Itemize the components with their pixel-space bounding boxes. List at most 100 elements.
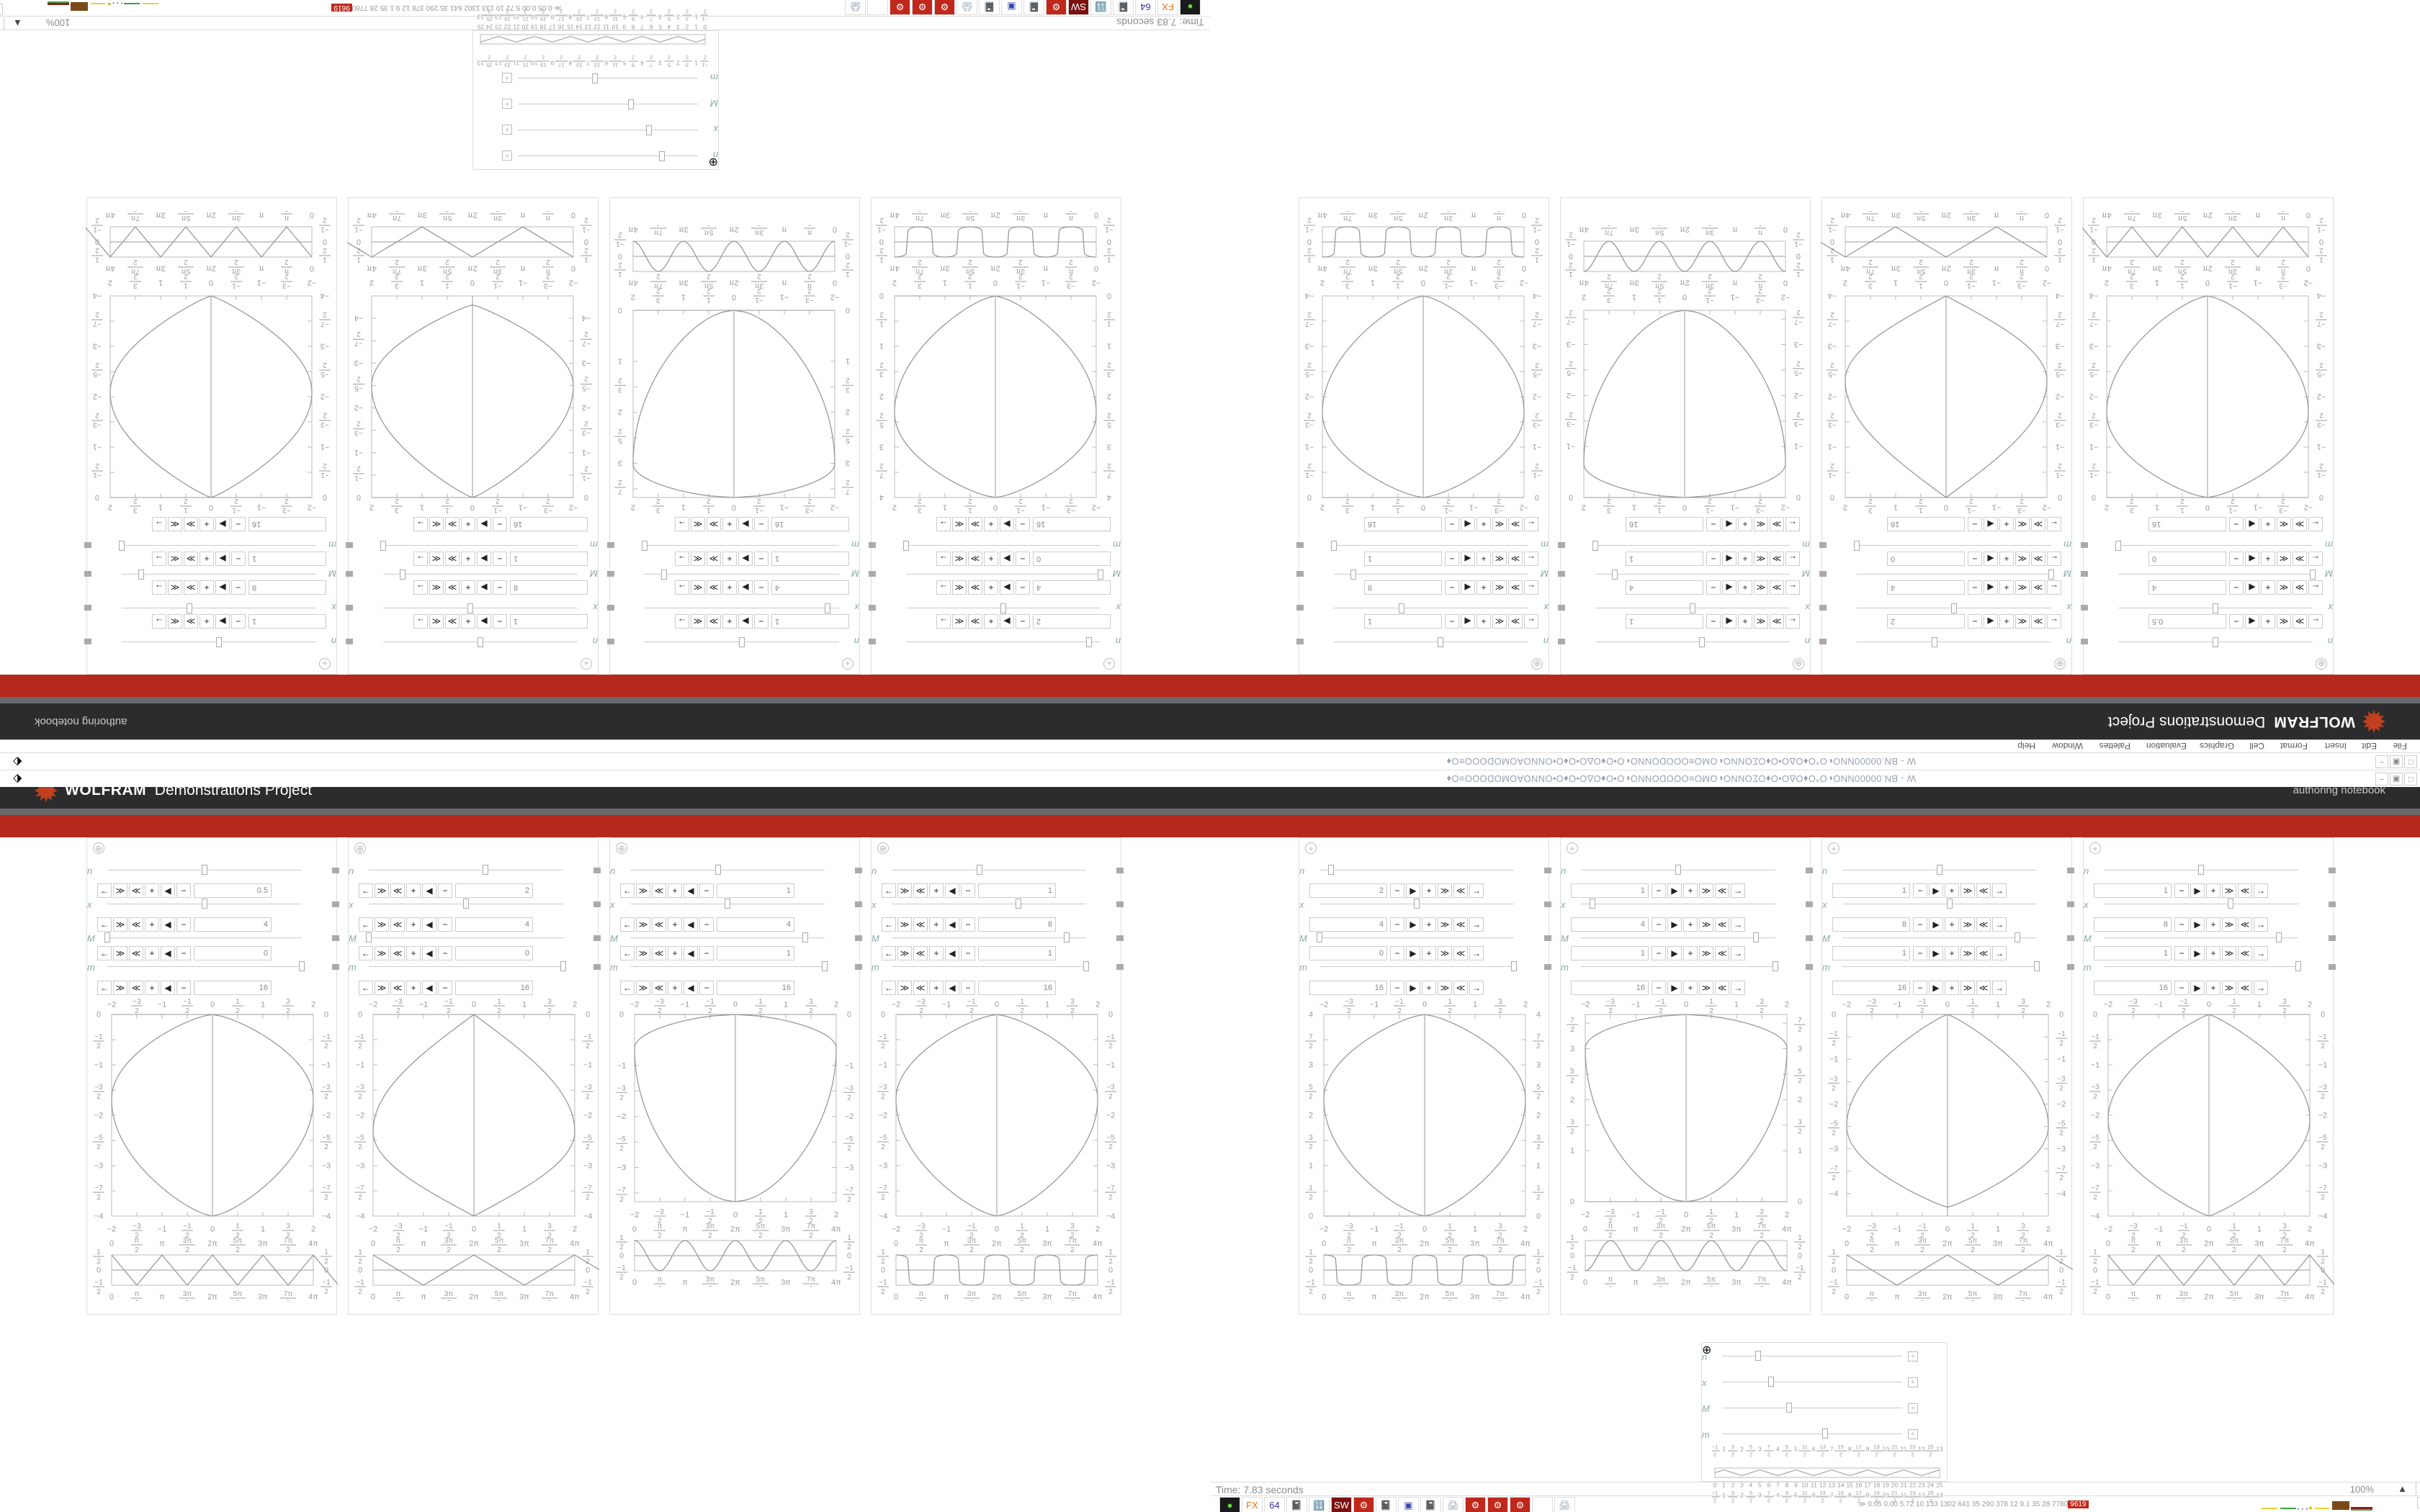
svg-text:−3: −3 [1494,282,1503,289]
svg-text:−3: −3 [2317,341,2326,350]
svg-text:5π: 5π [443,214,452,222]
svg-text:π: π [1471,264,1476,272]
svg-text:1: 1 [1536,1184,1541,1192]
svg-text:1: 1 [357,256,361,264]
svg-text:2: 2 [809,1007,813,1015]
svg-text:1: 1 [497,1223,501,1230]
svg-text:2: 2 [2319,310,2323,318]
svg-text:3π: 3π [1042,1293,1052,1302]
svg-text:0: 0 [1522,211,1526,220]
svg-text:π: π [284,267,289,275]
svg-text:2: 2 [185,1300,189,1301]
svg-text:−3: −3 [582,429,591,437]
svg-text:−1: −1 [967,998,976,1006]
svg-text:3: 3 [1607,506,1611,514]
svg-text:7: 7 [1309,1033,1313,1041]
svg-text:2: 2 [1569,359,1573,367]
svg-text:8: 8 [568,59,572,66]
svg-text:2: 2 [846,261,850,269]
svg-text:2: 2 [2059,1084,2063,1092]
svg-text:−1: −1 [356,1033,364,1041]
svg-text:2: 2 [447,1246,451,1254]
svg-text:3: 3 [2130,282,2134,289]
svg-text:3π: 3π [967,1290,977,1298]
svg-text:4: 4 [1309,1011,1313,1020]
svg-text:19: 19 [1873,1444,1879,1450]
svg-text:1: 1 [2257,1225,2262,1234]
svg-text:7π: 7π [131,267,140,275]
svg-text:5π: 5π [966,214,975,222]
svg-text:2π: 2π [1420,1240,1430,1248]
svg-text:−1: −1 [1992,503,2002,511]
svg-text:3π: 3π [2152,264,2162,272]
svg-text:10: 10 [1882,1446,1889,1453]
svg-text:0: 0 [993,503,998,511]
svg-text:2: 2 [1796,308,1801,316]
svg-text:2: 2 [1785,1452,1788,1458]
svg-text:3: 3 [809,998,813,1006]
svg-text:2: 2 [2282,1300,2287,1301]
svg-text:π: π [545,214,550,222]
svg-text:5π: 5π [704,228,714,236]
svg-text:−1: −1 [1893,1225,1902,1234]
svg-text:2: 2 [586,1093,590,1101]
svg-text:15: 15 [576,62,582,68]
svg-text:2: 2 [1785,1001,1789,1009]
svg-text:2: 2 [1397,1246,1402,1254]
svg-text:2: 2 [1108,1043,1113,1050]
svg-text:3π: 3π [1629,225,1639,234]
svg-text:2: 2 [578,55,581,61]
svg-text:2: 2 [2180,497,2184,505]
svg-text:2: 2 [496,497,500,505]
svg-text:2: 2 [1536,1093,1541,1101]
svg-text:5π: 5π [2230,1290,2239,1298]
svg-text:2: 2 [1309,1194,1313,1202]
svg-text:−1: −1 [1469,503,1479,511]
svg-text:2: 2 [1569,261,1573,269]
svg-text:2: 2 [758,1232,763,1240]
svg-text:2π: 2π [730,1279,740,1287]
svg-text:−2: −2 [1842,1001,1852,1009]
svg-text:−1: −1 [1657,998,1665,1006]
svg-text:−3: −3 [354,359,364,367]
svg-text:2: 2 [1498,1300,1502,1301]
svg-text:2: 2 [2020,258,2024,266]
svg-text:0: 0 [586,1011,590,1020]
svg-text:2: 2 [631,292,635,301]
svg-text:19: 19 [540,62,546,68]
svg-text:0: 0 [210,1001,215,1009]
svg-text:2: 2 [324,1043,328,1050]
svg-text:−1: −1 [780,503,789,511]
svg-text:3π: 3π [232,267,241,275]
svg-text:0: 0 [619,1011,624,1020]
svg-text:−2: −2 [879,1112,888,1120]
svg-text:2: 2 [1868,258,1873,266]
svg-text:−1: −1 [845,1264,853,1272]
svg-text:2: 2 [497,1007,501,1015]
svg-text:−2: −2 [1828,392,1837,400]
svg-text:−1: −1 [1567,442,1576,451]
svg-text:2: 2 [1919,258,1923,266]
svg-text:2: 2 [846,230,850,238]
svg-text:3π: 3π [183,1237,192,1245]
svg-text:0: 0 [1322,1240,1326,1248]
svg-text:1: 1 [1535,256,1539,264]
svg-text:−1: −1 [1041,278,1051,287]
svg-text:−1: −1 [1534,1279,1543,1287]
svg-text:π: π [396,1237,401,1245]
svg-text:2: 2 [2059,1040,2063,1048]
svg-text:1: 1 [184,282,188,289]
svg-text:−1: −1 [1105,225,1113,233]
svg-text:−1: −1 [419,1225,429,1234]
svg-text:2: 2 [1969,258,1973,266]
svg-text:2: 2 [1785,1211,1789,1220]
svg-text:π: π [1608,1223,1613,1230]
svg-text:2: 2 [324,1194,328,1202]
svg-text:5π: 5π [1917,214,1926,222]
svg-text:2: 2 [847,1196,851,1204]
svg-text:π: π [1068,267,1073,275]
svg-text:2: 2 [2092,310,2096,318]
svg-text:2: 2 [2131,1300,2136,1301]
svg-text:−7: −7 [879,1184,887,1192]
svg-text:2: 2 [1347,1246,1351,1254]
